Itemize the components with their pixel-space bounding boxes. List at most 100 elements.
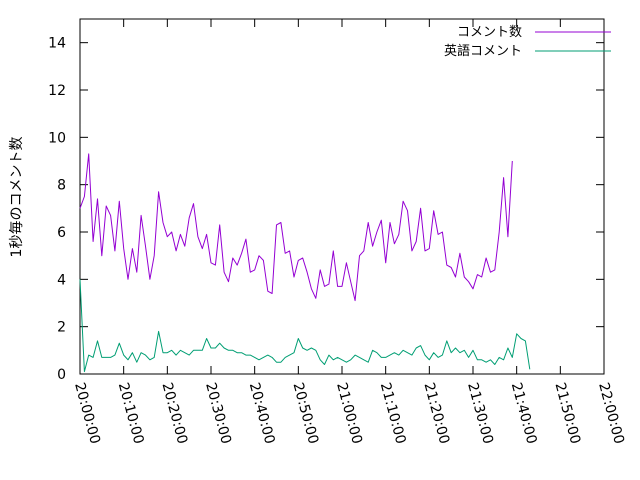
data-point xyxy=(420,345,421,346)
series-1 xyxy=(79,279,531,373)
data-point xyxy=(272,357,273,358)
data-point xyxy=(363,250,364,251)
data-point xyxy=(106,357,107,358)
data-point xyxy=(176,250,177,251)
data-point xyxy=(285,357,286,358)
data-point xyxy=(507,347,508,348)
data-point xyxy=(442,231,443,232)
y-tick-label: 2 xyxy=(57,320,66,336)
data-point xyxy=(481,359,482,360)
data-point xyxy=(368,222,369,223)
data-point xyxy=(359,255,360,256)
data-point xyxy=(389,355,390,356)
data-point xyxy=(481,276,482,277)
data-point xyxy=(167,352,168,353)
data-point xyxy=(202,350,203,351)
data-point xyxy=(197,236,198,237)
data-point xyxy=(459,352,460,353)
data-point xyxy=(180,350,181,351)
data-point xyxy=(280,222,281,223)
data-point xyxy=(394,352,395,353)
x-tick-label: 21:00:00 xyxy=(333,381,365,446)
y-tick-label: 14 xyxy=(48,36,66,52)
data-point xyxy=(438,357,439,358)
data-point xyxy=(119,343,120,344)
data-point xyxy=(376,352,377,353)
y-tick-label: 4 xyxy=(57,272,66,288)
data-point xyxy=(512,357,513,358)
y-tick-label: 8 xyxy=(57,178,66,194)
data-point xyxy=(499,231,500,232)
y-tick-label: 10 xyxy=(48,130,66,146)
series-line-1 xyxy=(79,279,531,373)
x-tick-label: 20:40:00 xyxy=(246,381,278,446)
data-point xyxy=(464,350,465,351)
data-point xyxy=(298,260,299,261)
data-point xyxy=(258,255,259,256)
data-point xyxy=(372,246,373,247)
data-point xyxy=(154,357,155,358)
data-point xyxy=(446,265,447,266)
data-point xyxy=(127,359,128,360)
series-0 xyxy=(79,153,513,302)
data-point xyxy=(311,347,312,348)
data-point xyxy=(525,340,526,341)
legend-label-english-comments: 英語コメント xyxy=(444,43,522,59)
y-tick-label: 0 xyxy=(57,367,66,383)
data-point xyxy=(289,355,290,356)
data-point xyxy=(512,160,513,161)
data-point xyxy=(407,210,408,211)
data-point xyxy=(215,265,216,266)
data-point xyxy=(267,355,268,356)
data-point xyxy=(167,236,168,237)
y-axis: 0 2 4 6 8 10 12 14 xyxy=(48,36,604,383)
data-point xyxy=(328,355,329,356)
data-point xyxy=(494,269,495,270)
data-point xyxy=(446,340,447,341)
data-point xyxy=(250,355,251,356)
data-point xyxy=(123,248,124,249)
data-point xyxy=(507,236,508,237)
data-point xyxy=(202,248,203,249)
data-point xyxy=(324,364,325,365)
data-point xyxy=(158,331,159,332)
data-point xyxy=(254,269,255,270)
data-point xyxy=(289,250,290,251)
data-point xyxy=(477,274,478,275)
data-point xyxy=(136,362,137,363)
data-point xyxy=(241,352,242,353)
data-point xyxy=(237,352,238,353)
x-tick-label: 20:30:00 xyxy=(202,381,234,446)
data-point xyxy=(280,362,281,363)
data-point xyxy=(189,217,190,218)
data-point xyxy=(79,208,80,209)
data-point xyxy=(106,205,107,206)
data-point xyxy=(451,352,452,353)
data-point xyxy=(403,350,404,351)
data-point xyxy=(171,350,172,351)
data-point xyxy=(403,201,404,202)
data-point xyxy=(472,288,473,289)
data-point xyxy=(499,357,500,358)
data-point xyxy=(119,201,120,202)
data-point xyxy=(398,355,399,356)
data-point xyxy=(219,343,220,344)
data-point xyxy=(84,371,85,372)
x-tick-label: 21:20:00 xyxy=(420,381,452,446)
data-point xyxy=(424,250,425,251)
data-point xyxy=(520,338,521,339)
data-point xyxy=(315,298,316,299)
data-point xyxy=(333,250,334,251)
data-point xyxy=(97,340,98,341)
data-point xyxy=(477,359,478,360)
data-point xyxy=(110,357,111,358)
data-point xyxy=(302,257,303,258)
data-point xyxy=(219,224,220,225)
x-tick-label: 21:50:00 xyxy=(551,381,583,446)
data-point xyxy=(145,355,146,356)
data-point xyxy=(416,241,417,242)
data-point xyxy=(88,153,89,154)
data-point xyxy=(337,357,338,358)
y-tick-label: 6 xyxy=(57,225,66,241)
data-point xyxy=(189,355,190,356)
